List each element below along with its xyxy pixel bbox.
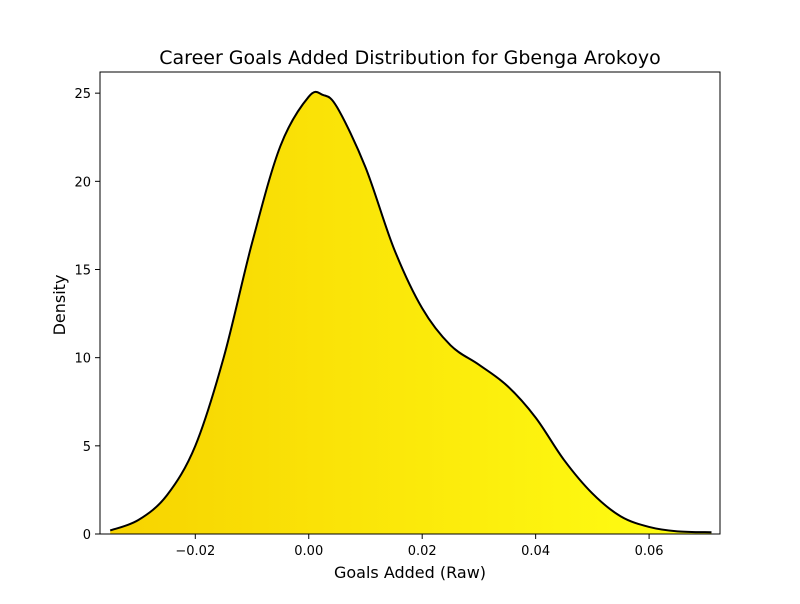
y-tick-label: 0 <box>83 528 91 543</box>
y-tick-label: 10 <box>74 352 91 367</box>
y-tick-label: 25 <box>74 87 91 102</box>
y-axis: 0 5 10 15 20 25 <box>74 87 100 543</box>
y-tick-label: 15 <box>74 263 91 278</box>
plot-area <box>99 71 721 535</box>
density-area <box>110 91 712 534</box>
x-tick-label: 0.06 <box>635 544 664 559</box>
x-tick-label: −0.02 <box>175 544 215 559</box>
x-axis: −0.02 0.00 0.02 0.04 0.06 <box>175 534 664 559</box>
y-tick-label: 20 <box>74 175 91 190</box>
y-tick-label: 5 <box>83 440 91 455</box>
plot-frame <box>99 71 721 535</box>
y-axis-title: Density <box>50 275 69 336</box>
x-tick-label: 0.00 <box>294 544 323 559</box>
chart-title: Career Goals Added Distribution for Gben… <box>159 47 660 69</box>
x-tick-label: 0.04 <box>521 544 550 559</box>
x-tick-label: 0.02 <box>408 544 437 559</box>
density-line <box>109 90 712 534</box>
x-axis-title: Goals Added (Raw) <box>334 563 486 582</box>
